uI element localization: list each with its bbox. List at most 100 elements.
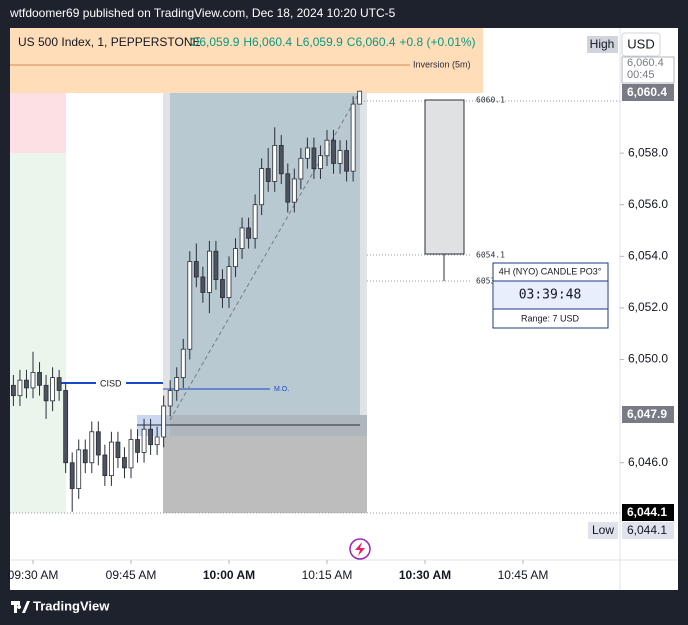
candle-body [37, 372, 42, 386]
candle-body [226, 266, 232, 299]
currency-button[interactable] [621, 32, 661, 57]
po3-range: Range: 7 USD [521, 313, 580, 323]
candle-body [304, 147, 310, 159]
x-tick-label: 09:45 AM [106, 568, 157, 582]
candle-body [56, 377, 62, 391]
candle-body [206, 250, 212, 293]
zone [10, 153, 66, 513]
legend: US 500 Index, 1, PEPPERSTONE O6,059.9 H6,… [18, 35, 476, 49]
candle-body [265, 168, 271, 182]
low-tag [588, 522, 618, 539]
candle-body [63, 390, 69, 464]
currency: USD [627, 36, 654, 51]
candle-body [82, 449, 88, 464]
chart-title: US 500 Index, 1, PEPPERSTONE [18, 35, 201, 49]
candle-body [24, 379, 29, 389]
price-tag [622, 406, 674, 423]
candle-body [318, 155, 323, 170]
high-label: High [590, 37, 615, 51]
replay-icon[interactable] [349, 538, 371, 560]
ohlc-item: O6,059.9 [190, 35, 240, 49]
annotation: 6053.1 [476, 277, 505, 286]
candle-body [298, 157, 304, 180]
candle-body [311, 147, 317, 170]
label-bg [96, 377, 126, 390]
countdown: 00:45 [627, 69, 655, 81]
axes: 6,046.0 6,050.0 6,052.0 6,054.0 6,056.0 6,058… [8, 145, 669, 582]
price-tag [622, 84, 674, 101]
candles [10, 90, 363, 512]
candle-body [167, 390, 173, 407]
y-tick-label: 6,052.0 [628, 300, 668, 314]
candle-body [10, 384, 16, 397]
ohlc-item: L6,059.9 [296, 35, 343, 49]
y-tick-label: 6,056.0 [628, 197, 668, 211]
brand: TradingView [33, 598, 110, 613]
annotation: M.O. [274, 386, 289, 393]
price-tag-text: 6,044.1 [627, 505, 667, 519]
candle-body [50, 377, 55, 402]
annotation: 6060.1 [476, 96, 505, 105]
candle-body [331, 139, 336, 164]
candle-body [161, 405, 167, 438]
htf-candle [424, 99, 465, 255]
footer: TradingView [11, 598, 110, 613]
price-scale: High USD 6,060.4 00:45 6,060.4 6,047.9 6… [587, 32, 675, 539]
candle-body [148, 428, 153, 446]
candle-body [285, 173, 291, 203]
logo [11, 601, 30, 613]
candle-body [357, 90, 363, 105]
candle-body [180, 348, 186, 378]
candle-body [30, 372, 36, 389]
price-tag [622, 522, 674, 539]
ohlc-item: +0.8 (+0.01%) [400, 35, 476, 49]
candle-body [272, 144, 278, 182]
candle-body [102, 454, 108, 477]
icon-bolt [355, 542, 365, 556]
candle-body [122, 457, 127, 469]
x-tick-label: 10:45 AM [498, 568, 549, 582]
candle-body [344, 150, 349, 172]
y-tick-label: 6,050.0 [628, 352, 668, 366]
candle-body [135, 439, 140, 453]
po3-title: 4H (NYO) CANDLE PO3° [499, 266, 602, 276]
candle-body [17, 379, 23, 397]
high-button[interactable] [587, 36, 618, 53]
candle-body [252, 204, 258, 239]
candle-body [187, 261, 193, 350]
zone [10, 28, 483, 93]
zone [10, 93, 66, 153]
x-tick-label: 10:00 AM [203, 568, 255, 582]
price-tag-text: 6,060.4 [627, 85, 667, 99]
candle-body [193, 261, 199, 278]
candle-body [69, 462, 75, 489]
candle-body [337, 150, 343, 164]
annotations: Inversion (5m) CISD M.O. 6060.1 6054.1 6… [96, 59, 609, 393]
candle-body [128, 439, 134, 469]
po3-timer: 03:39:48 [519, 288, 582, 303]
annotation: Inversion (5m) [413, 59, 471, 69]
candle-body [324, 139, 330, 157]
candle-body [89, 431, 95, 464]
price-tag-text: 6,060.4 [627, 57, 664, 69]
candle-body [115, 441, 121, 458]
candle-body [291, 178, 297, 203]
plot-area [10, 28, 620, 514]
candle-body [76, 449, 82, 489]
candle-body [95, 431, 101, 456]
ohlc-legend: O6,059.9 H6,060.4 L6,059.9 C6,060.4 +0.8 (+0… [190, 35, 476, 49]
candle-body [200, 276, 206, 293]
ohlc-item: C6,060.4 [347, 35, 396, 49]
candle-body [246, 227, 251, 239]
candle-body [154, 436, 160, 446]
candle-body [141, 428, 147, 453]
annotation: CISD [100, 378, 122, 388]
price-tag [621, 56, 675, 84]
price-tag-text: 6,044.1 [627, 523, 667, 537]
y-tick-label: 6,058.0 [628, 145, 668, 159]
ohlc-item: H6,060.4 [243, 35, 292, 49]
y-tick-label: 6,054.0 [628, 249, 668, 263]
x-tick-label: 10:15 AM [302, 568, 353, 582]
candle-body [174, 377, 180, 391]
